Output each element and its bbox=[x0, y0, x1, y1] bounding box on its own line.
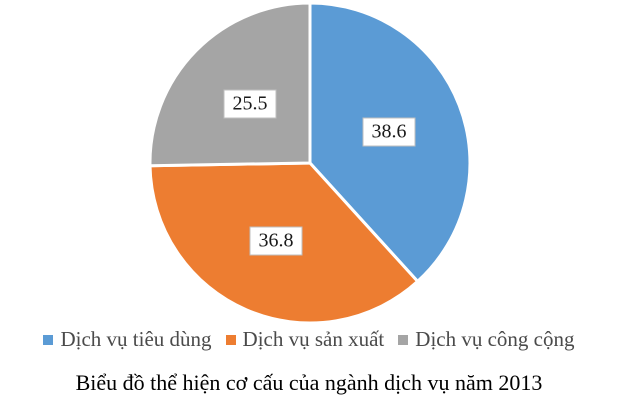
legend-swatch-blue-icon bbox=[43, 334, 54, 345]
chart-title: Biểu đồ thể hiện cơ cấu của ngành dịch v… bbox=[75, 370, 543, 395]
legend-label: Dịch vụ sản xuất bbox=[242, 327, 385, 351]
legend-swatch-gray-icon bbox=[398, 334, 409, 345]
legend-item-tieu-dung: Dịch vụ tiêu dùng bbox=[43, 327, 212, 351]
data-label-1: 36.8 bbox=[249, 226, 303, 256]
legend-label: Dịch vụ công cộng bbox=[415, 327, 575, 351]
legend-label: Dịch vụ tiêu dùng bbox=[60, 327, 212, 351]
pie-chart bbox=[148, 1, 472, 325]
data-label-0: 38.6 bbox=[362, 117, 416, 147]
legend-item-san-xuat: Dịch vụ sản xuất bbox=[225, 327, 385, 351]
legend: Dịch vụ tiêu dùng Dịch vụ sản xuất Dịch … bbox=[0, 327, 618, 351]
pie-slice-2 bbox=[148, 1, 312, 168]
data-label-2: 25.5 bbox=[223, 89, 277, 119]
legend-item-cong-cong: Dịch vụ công cộng bbox=[398, 327, 575, 351]
legend-swatch-orange-icon bbox=[225, 334, 236, 345]
